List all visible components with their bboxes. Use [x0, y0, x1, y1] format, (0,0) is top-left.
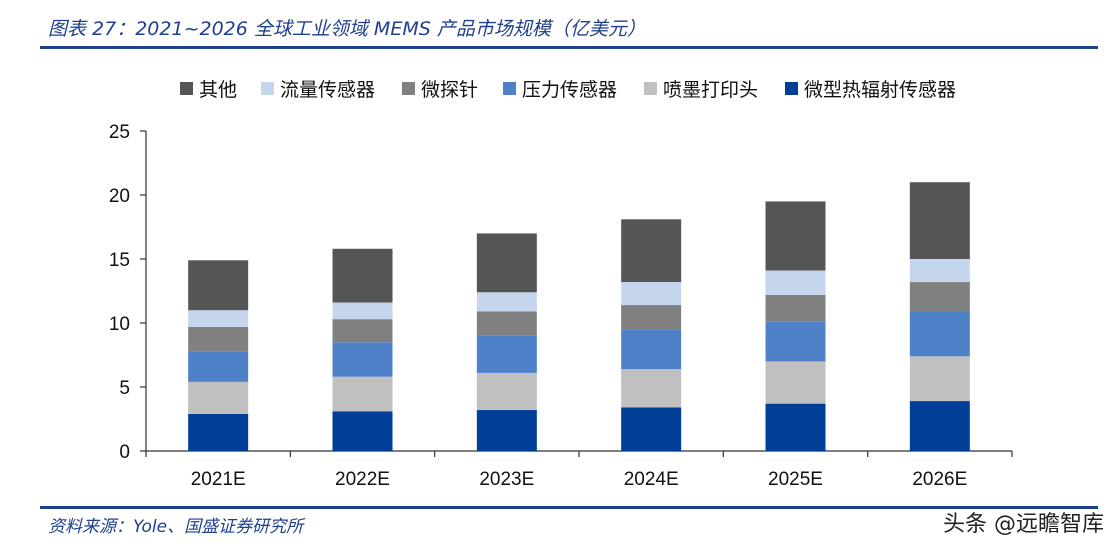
- bar-segment: [621, 369, 682, 408]
- bar-segment: [332, 302, 393, 320]
- x-tick-label: 2026E: [912, 469, 967, 490]
- y-tick-label: 15: [109, 250, 130, 271]
- bar-segment: [909, 282, 970, 312]
- bar-segment: [909, 401, 970, 451]
- y-tick-label: 20: [109, 186, 130, 207]
- legend-swatch: [644, 82, 657, 95]
- bar-segment: [332, 376, 393, 412]
- y-tick-label: 25: [109, 122, 130, 143]
- bottom-divider: [40, 506, 1098, 509]
- bar-segment: [909, 311, 970, 357]
- bar-segment: [476, 292, 537, 312]
- bar-segment: [765, 321, 826, 362]
- y-tick-label: 0: [119, 442, 130, 463]
- bar-segment: [188, 260, 249, 311]
- bar-segment: [621, 219, 682, 283]
- bar-segment: [188, 310, 249, 327]
- legend-swatch: [503, 82, 516, 95]
- x-tick-label: 2025E: [768, 469, 823, 490]
- bar-segment: [765, 294, 826, 322]
- watermark: 头条 @远瞻智库: [943, 512, 1104, 537]
- chart-axes: [140, 130, 1013, 457]
- bar-segment: [332, 248, 393, 303]
- bar-segment: [621, 282, 682, 306]
- bar-segment: [332, 342, 393, 377]
- bar-segment: [765, 201, 826, 271]
- legend-label: 微探针: [421, 79, 478, 101]
- legend-label: 喷墨打印头: [663, 79, 758, 101]
- legend-swatch: [180, 82, 193, 95]
- bar-segment: [188, 413, 249, 451]
- bar-segment: [476, 311, 537, 336]
- bar-segment: [332, 411, 393, 451]
- legend-label: 流量传感器: [280, 79, 375, 101]
- bar-segment: [621, 329, 682, 370]
- legend-label: 其他: [199, 79, 237, 101]
- bar-segment: [476, 410, 537, 451]
- figure-title: 图表 27：2021~2026 全球工业领域 MEMS 产品市场规模（亿美元）: [48, 18, 646, 40]
- bar-segment: [765, 361, 826, 404]
- x-tick-label: 2023E: [479, 469, 534, 490]
- source-note: 资料来源：Yole、国盛证券研究所: [48, 517, 304, 537]
- x-tick-label: 2022E: [335, 469, 390, 490]
- chart-tick-labels: 0 5 10 15 20 25 2021E 2022E 2023E 2024E 2025E 2026E: [109, 122, 967, 490]
- bar-segment: [621, 305, 682, 330]
- bar-segment: [188, 381, 249, 414]
- legend-label: 微型热辐射传感器: [804, 79, 956, 101]
- bar-segment: [909, 182, 970, 259]
- x-tick-label: 2021E: [191, 469, 246, 490]
- bar-segment: [765, 270, 826, 295]
- legend-label: 压力传感器: [522, 79, 617, 101]
- bar-segment: [332, 319, 393, 343]
- bar-segment: [909, 259, 970, 283]
- bar-segment: [765, 403, 826, 451]
- bar-segment: [476, 335, 537, 373]
- legend-swatch: [402, 82, 415, 95]
- legend-swatch: [261, 82, 274, 95]
- chart-legend: 其他 流量传感器 微探针 压力传感器 喷墨打印头 微型热辐射传感器: [180, 79, 956, 101]
- bar-segment: [476, 372, 537, 411]
- bar-segment: [909, 356, 970, 402]
- y-tick-label: 10: [109, 314, 130, 335]
- bar-segment: [188, 351, 249, 382]
- x-tick-label: 2024E: [624, 469, 679, 490]
- bar-segment: [621, 407, 682, 451]
- y-tick-label: 5: [119, 378, 130, 399]
- legend-swatch: [785, 82, 798, 95]
- bar-segment: [476, 233, 537, 293]
- bar-segment: [188, 326, 249, 352]
- chart-bars: [188, 182, 970, 451]
- top-divider: [40, 46, 1098, 49]
